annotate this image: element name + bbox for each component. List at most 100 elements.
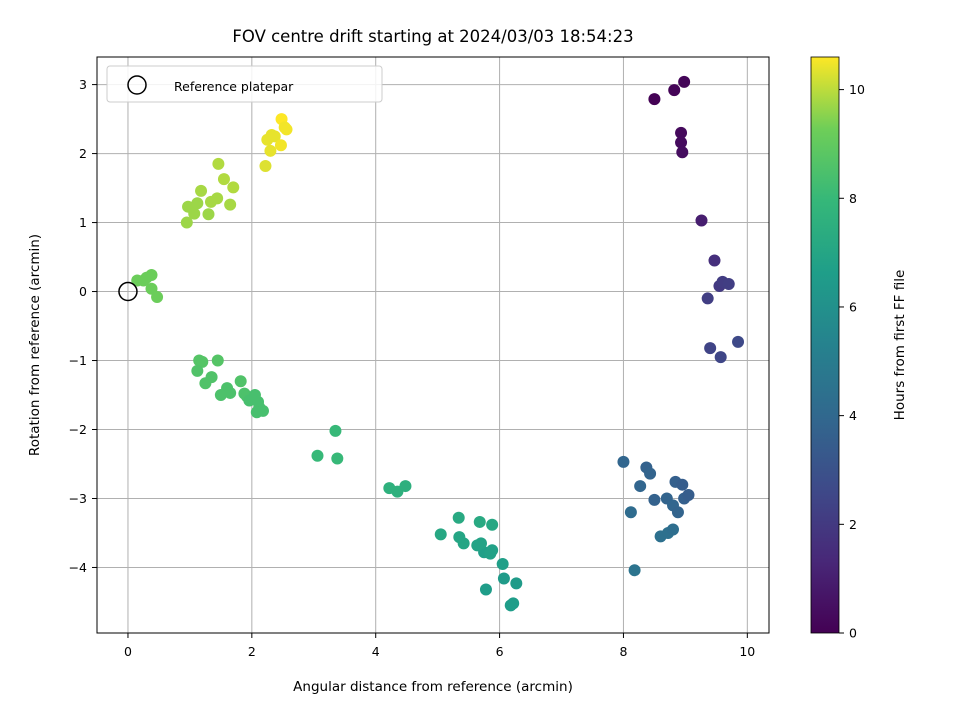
data-point (196, 355, 209, 368)
data-point (701, 292, 714, 305)
data-point (510, 577, 523, 590)
data-point (264, 144, 277, 157)
colorbar-tick-label: 4 (849, 408, 857, 423)
data-point (708, 254, 721, 267)
colorbar-tick-label: 2 (849, 517, 857, 532)
data-point (214, 389, 227, 402)
data-point (434, 528, 447, 541)
data-point (227, 181, 240, 194)
data-point (695, 214, 708, 227)
reference-marker-layer (118, 281, 138, 302)
y-axis-ticks: −4 −3 −2 −1 0 1 2 3 (69, 77, 97, 575)
data-point (224, 386, 237, 399)
data-point (671, 506, 684, 519)
data-point (675, 136, 688, 149)
y-tick-label: 2 (79, 146, 87, 161)
data-point (211, 192, 224, 205)
x-axis-ticks: 0 2 4 6 8 10 (124, 633, 755, 659)
data-point (202, 208, 215, 221)
data-point (624, 506, 637, 519)
data-point (667, 523, 679, 536)
data-point (486, 518, 499, 531)
data-point (452, 511, 465, 524)
legend-box (106, 65, 383, 103)
data-point (473, 515, 486, 528)
data-point (224, 198, 237, 211)
y-axis-label: Rotation from reference (arcmin) (27, 234, 43, 456)
x-tick-label: 2 (248, 644, 256, 659)
y-tick-label: −1 (69, 353, 87, 368)
data-point (676, 478, 689, 491)
data-point (704, 342, 717, 355)
data-point (668, 84, 681, 97)
plot-frame (96, 56, 770, 634)
colorbar-tick-label: 0 (849, 626, 857, 641)
data-point (329, 424, 342, 437)
data-point (732, 335, 745, 348)
data-point (678, 75, 691, 88)
x-axis-label: Angular distance from reference (arcmin) (293, 679, 573, 695)
reference-platepar-marker (118, 281, 138, 302)
data-point (274, 139, 287, 152)
data-point (648, 93, 661, 106)
data-point (311, 449, 324, 462)
data-point (191, 364, 204, 377)
data-point (479, 583, 492, 596)
data-point (453, 531, 466, 544)
data-point (280, 123, 293, 136)
data-point (617, 455, 630, 468)
data-point (496, 558, 509, 571)
data-point (507, 597, 520, 610)
data-point (648, 493, 661, 506)
y-tick-label: 3 (79, 77, 87, 92)
data-point (628, 564, 641, 577)
x-tick-label: 6 (496, 644, 504, 659)
data-point (188, 207, 201, 220)
colorbar-tick-label: 10 (849, 82, 865, 97)
data-point (682, 489, 695, 502)
data-point (399, 480, 412, 493)
data-point (471, 539, 484, 552)
data-point (211, 354, 224, 367)
data-point (634, 480, 647, 493)
x-tick-label: 10 (739, 644, 755, 659)
data-point (714, 351, 727, 364)
legend: Reference platepar (106, 65, 383, 103)
data-points (131, 75, 745, 612)
data-point (191, 197, 204, 210)
data-point (145, 268, 158, 281)
data-point (180, 216, 193, 229)
data-point (486, 544, 499, 557)
colorbar (810, 56, 840, 634)
data-point (256, 404, 269, 417)
data-point (268, 130, 281, 143)
x-tick-label: 0 (124, 644, 132, 659)
colorbar-label: Hours from first FF file (892, 270, 908, 421)
data-point (644, 467, 657, 480)
colorbar-tick-label: 8 (849, 191, 857, 206)
data-point (217, 173, 230, 186)
grid (97, 57, 769, 633)
data-point (195, 184, 208, 197)
data-point (151, 291, 164, 304)
data-point (497, 572, 510, 585)
data-point (676, 146, 689, 159)
y-tick-label: 0 (79, 284, 87, 299)
legend-reference-marker-icon (127, 75, 147, 95)
x-tick-label: 8 (619, 644, 627, 659)
colorbar-ticks: 0 2 4 6 8 10 (839, 82, 865, 641)
y-tick-label: −2 (69, 422, 87, 437)
data-point (199, 377, 212, 390)
data-point (675, 126, 688, 139)
y-tick-label: −3 (69, 491, 87, 506)
chart-title: FOV centre drift starting at 2024/03/03 … (232, 27, 633, 46)
y-tick-label: −4 (69, 560, 87, 575)
data-point (212, 157, 225, 170)
data-point (331, 452, 344, 465)
y-tick-label: 1 (79, 215, 87, 230)
colorbar-tick-label: 6 (849, 299, 857, 314)
data-point (234, 375, 247, 388)
legend-label: Reference platepar (174, 79, 294, 94)
data-point (259, 159, 272, 172)
